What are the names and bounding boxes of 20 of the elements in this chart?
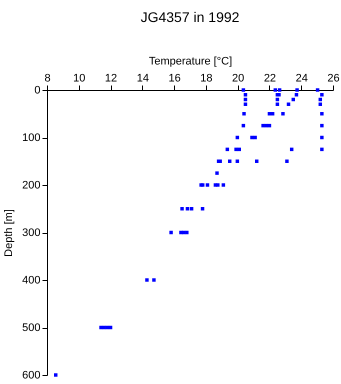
x-tick-label: 22 bbox=[264, 72, 276, 84]
x-tick-label: 8 bbox=[44, 72, 51, 84]
y-tick-label: 300 bbox=[22, 227, 40, 239]
x-tick-label: 12 bbox=[104, 72, 118, 84]
x-tick-label: 24 bbox=[296, 72, 308, 84]
y-tick-label: 600 bbox=[22, 370, 40, 382]
x-tick-label: 26 bbox=[327, 72, 340, 84]
x-tick-label: 14 bbox=[136, 72, 149, 84]
y-tick-label: 200 bbox=[22, 180, 40, 192]
chart-title: JG4357 in 1992 bbox=[140, 9, 240, 25]
x-axis-title: Temperature [°C] bbox=[148, 56, 232, 68]
x-tick-label: 20 bbox=[232, 72, 244, 84]
x-tick-label: 18 bbox=[200, 72, 213, 84]
x-tick-label: 16 bbox=[168, 72, 181, 84]
y-tick-label: 0 bbox=[34, 84, 40, 96]
x-tick-label: 10 bbox=[73, 72, 86, 84]
y-tick-label: 400 bbox=[22, 274, 40, 286]
y-tick-label: 100 bbox=[22, 132, 40, 144]
y-tick-label: 500 bbox=[22, 322, 40, 334]
y-axis-title: Depth [m] bbox=[3, 209, 16, 257]
